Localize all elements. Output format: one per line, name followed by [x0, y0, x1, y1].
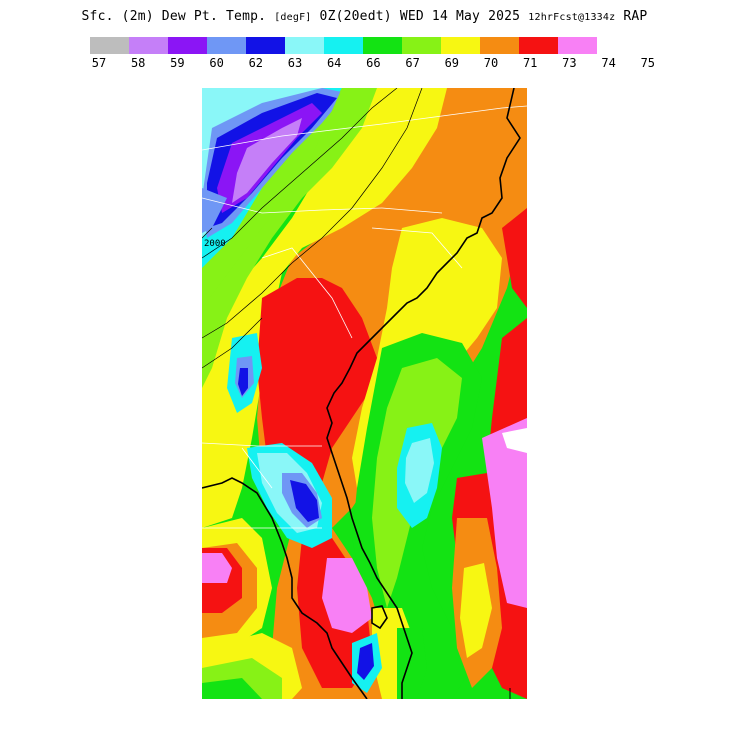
title-run: 0Z(20edt) WED 14 May 2025: [319, 9, 521, 24]
legend-label: 62: [248, 56, 264, 70]
map-region: [397, 628, 427, 699]
map-region: [322, 558, 372, 633]
map-region: [502, 208, 527, 308]
legend-label: 59: [170, 56, 185, 70]
map-region: [290, 480, 319, 522]
legend-swatch: [558, 37, 597, 54]
contour-label: 2000: [204, 239, 226, 249]
legend-swatch: [519, 37, 558, 54]
legend-label: 70: [483, 56, 499, 70]
legend-label: 57: [91, 56, 107, 70]
legend-label: 67: [405, 56, 420, 70]
map-region: [238, 368, 248, 396]
legend-label: 63: [287, 56, 303, 70]
legend-label: 66: [366, 56, 381, 70]
legend-swatch: [441, 37, 480, 54]
legend-swatch: [90, 37, 129, 54]
map-region: [202, 553, 232, 583]
legend-label: 69: [444, 56, 460, 70]
state-borders: [202, 105, 527, 529]
chart-title: Sfc. (2m) Dew Pt. Temp. [degF] 0Z(20edt)…: [0, 9, 729, 24]
map-region: [460, 563, 492, 658]
map-region: [232, 118, 302, 203]
map-region: [257, 278, 377, 498]
height-contours: [202, 88, 423, 369]
legend-swatch: [324, 37, 363, 54]
legend-swatch: [207, 37, 246, 54]
map-region: [357, 643, 374, 680]
dewpoint-map: 2000: [202, 88, 527, 699]
color-legend: [90, 37, 597, 54]
legend-label: 71: [522, 56, 538, 70]
title-unit: [degF]: [274, 12, 312, 23]
legend-label: 75: [640, 56, 656, 70]
legend-swatch: [402, 37, 441, 54]
legend-swatch: [285, 37, 324, 54]
map-region: [405, 438, 434, 503]
legend-swatch: [246, 37, 285, 54]
map-region: [202, 88, 377, 388]
legend-label: 73: [562, 56, 577, 70]
legend-swatch: [129, 37, 168, 54]
coastline: [202, 88, 521, 699]
title-model: RAP: [623, 9, 648, 24]
map-region: [502, 428, 527, 453]
map-region: [482, 418, 527, 608]
map-region: [202, 678, 262, 699]
legend-label: 60: [209, 56, 224, 70]
legend-swatch: [363, 37, 402, 54]
legend-label: 58: [130, 56, 146, 70]
legend-label: 64: [326, 56, 342, 70]
title-prefix: Sfc. (2m) Dew Pt. Temp.: [81, 9, 267, 24]
legend-swatch: [480, 37, 519, 54]
map-region: [202, 88, 447, 528]
legend-label: 74: [601, 56, 616, 70]
title-forecast: 12hrFcst@1334z: [528, 12, 616, 23]
legend-labels: 57 58 59 60 62 63 64 66 67 69 70 71 73 74 75: [0, 56, 729, 72]
legend-swatch: [168, 37, 207, 54]
map-canvas: 2000: [202, 88, 527, 699]
